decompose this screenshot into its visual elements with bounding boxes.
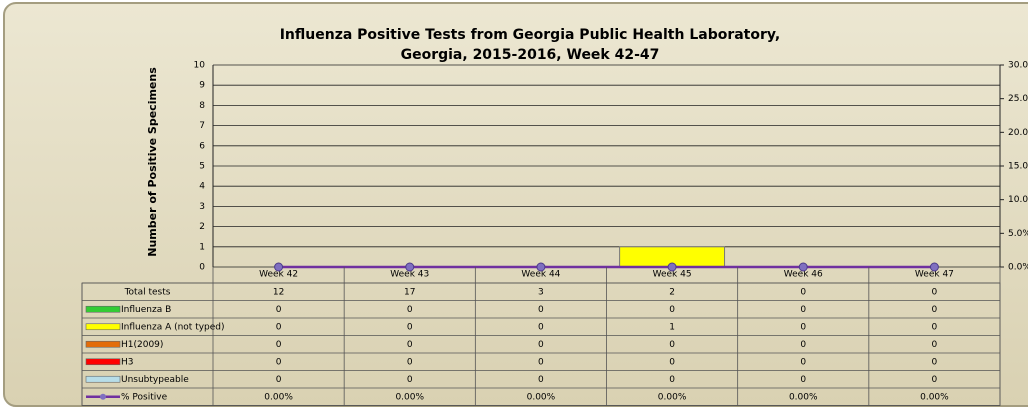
y-axis-label: Number of Positive Specimens xyxy=(146,67,159,257)
table-cell: 0 xyxy=(669,305,675,315)
table-cell: 0 xyxy=(800,287,806,297)
x-tick-label: Week 43 xyxy=(390,270,429,280)
chart-title: Georgia, 2015-2016, Week 42-47 xyxy=(401,47,660,63)
table-cell: 0.00% xyxy=(789,392,818,402)
table-cell: 0.00% xyxy=(527,392,556,402)
x-tick-label: Week 45 xyxy=(653,270,692,280)
table-cell: 0 xyxy=(800,375,806,385)
table-cell: 0.00% xyxy=(920,392,949,402)
table-cell: 0 xyxy=(800,305,806,315)
table-row-label: Influenza B xyxy=(121,305,171,315)
y2-tick-label: 20.0% xyxy=(1008,128,1028,138)
table-cell: 0 xyxy=(407,357,413,367)
table-cell: 0 xyxy=(407,340,413,350)
chart-frame xyxy=(3,2,1028,407)
table-cell: 0.00% xyxy=(264,392,293,402)
legend-key xyxy=(85,323,121,331)
table-cell: 0 xyxy=(932,340,938,350)
line-marker xyxy=(536,262,546,272)
chart-title: Influenza Positive Tests from Georgia Pu… xyxy=(280,27,781,43)
line-marker xyxy=(405,262,415,272)
x-tick-label: Week 42 xyxy=(259,270,298,280)
y-tick-label: 8 xyxy=(199,101,205,111)
legend-key xyxy=(100,393,106,400)
table-row-label: H3 xyxy=(121,357,134,367)
table-cell: 0 xyxy=(538,357,544,367)
table-cell: 0 xyxy=(538,305,544,315)
table-cell: 0 xyxy=(538,340,544,350)
table-row-label: H1(2009) xyxy=(121,340,163,350)
table-cell: 0 xyxy=(932,305,938,315)
table-cell: 0.00% xyxy=(658,392,687,402)
y-tick-label: 9 xyxy=(199,81,205,91)
table-cell: 0 xyxy=(538,375,544,385)
table-cell: 0 xyxy=(669,357,675,367)
table-cell: 0 xyxy=(276,340,282,350)
table-cell: 0 xyxy=(932,287,938,297)
x-tick-label: Week 47 xyxy=(915,270,954,280)
table-cell: 0.00% xyxy=(395,392,424,402)
legend-key xyxy=(85,340,121,348)
y-tick-label: 6 xyxy=(199,141,205,151)
table-cell: 0 xyxy=(800,322,806,332)
y2-tick-label: 15.0% xyxy=(1008,162,1028,172)
table-cell: 0 xyxy=(800,357,806,367)
table-cell: 0 xyxy=(538,322,544,332)
table-cell: 2 xyxy=(669,287,675,297)
table-cell: 0 xyxy=(932,357,938,367)
table-cell: 12 xyxy=(273,287,284,297)
table-row-label: % Positive xyxy=(121,392,168,402)
x-tick-label: Week 46 xyxy=(784,270,823,280)
table-cell: 0 xyxy=(407,305,413,315)
table-cell: 0 xyxy=(276,305,282,315)
y-tick-label: 2 xyxy=(199,222,205,232)
y2-tick-label: 10.0% xyxy=(1008,195,1028,205)
table-cell: 3 xyxy=(538,287,544,297)
table-cell: 0 xyxy=(276,375,282,385)
table-cell: 0 xyxy=(800,340,806,350)
line-marker xyxy=(798,262,808,272)
table-cell: 0 xyxy=(669,340,675,350)
y-tick-label: 5 xyxy=(199,162,205,172)
legend-key xyxy=(85,305,121,313)
table-cell: 0 xyxy=(276,357,282,367)
y-tick-label: 4 xyxy=(199,182,205,192)
y2-tick-label: 25.0% xyxy=(1008,94,1028,104)
x-tick-label: Week 44 xyxy=(521,270,560,280)
table-row-label: Total tests xyxy=(124,287,171,297)
y-tick-label: 3 xyxy=(199,202,205,212)
table-cell: 0 xyxy=(407,322,413,332)
table-cell: 0 xyxy=(407,375,413,385)
table-cell: 0 xyxy=(669,375,675,385)
line-marker xyxy=(274,262,284,272)
table-row-label: Unsubtypeable xyxy=(121,375,189,385)
y2-tick-label: 5.0% xyxy=(1008,229,1028,239)
y2-tick-label: 0.0% xyxy=(1008,263,1028,273)
table-cell: 0 xyxy=(932,322,938,332)
y-tick-label: 1 xyxy=(199,242,205,252)
legend-key xyxy=(85,358,121,366)
y-tick-label: 10 xyxy=(194,61,206,71)
y-tick-label: 7 xyxy=(199,121,205,131)
table-row-label: Influenza A (not typed) xyxy=(121,322,225,332)
table-cell: 1 xyxy=(669,322,675,332)
legend-key xyxy=(85,375,121,383)
table-cell: 17 xyxy=(404,287,415,297)
table-cell: 0 xyxy=(932,375,938,385)
line-marker xyxy=(929,262,939,272)
line-marker xyxy=(667,262,677,272)
table-cell: 0 xyxy=(276,322,282,332)
y2-tick-label: 30.0% xyxy=(1008,61,1028,71)
y-tick-label: 0 xyxy=(199,263,205,273)
